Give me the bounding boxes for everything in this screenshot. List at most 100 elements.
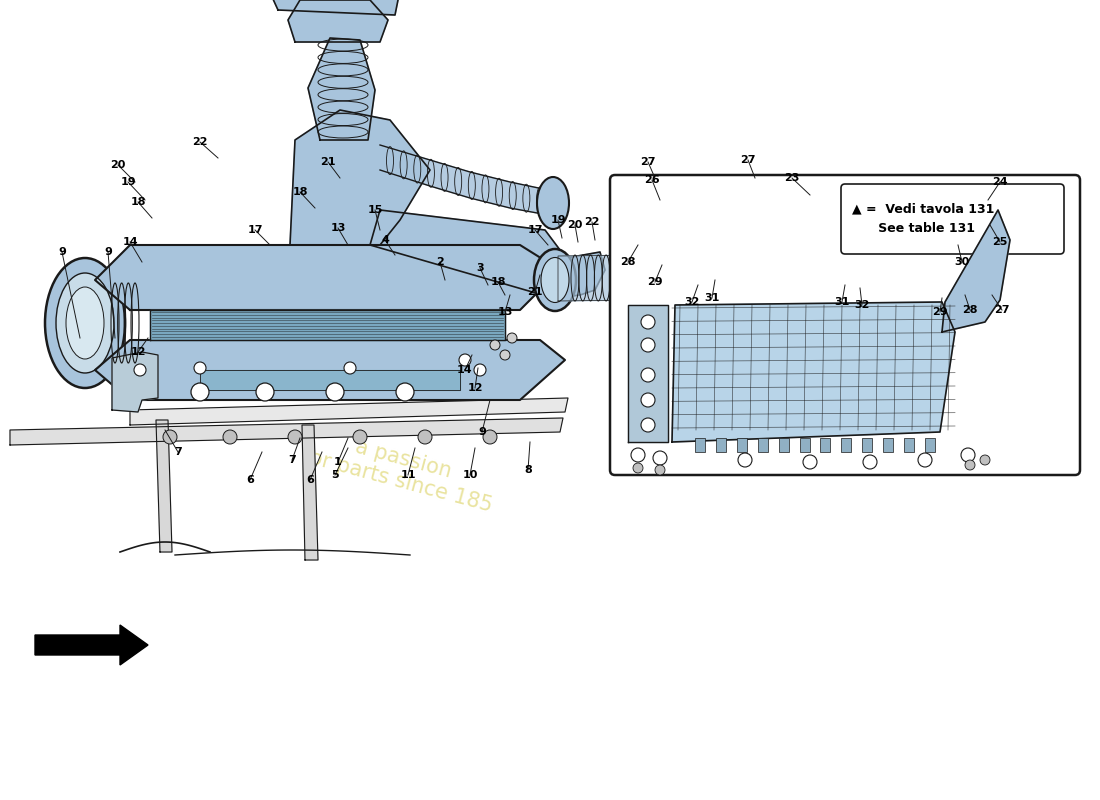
Text: 19: 19 — [550, 215, 565, 225]
Ellipse shape — [66, 287, 104, 359]
Bar — [821, 438, 830, 452]
Text: 4: 4 — [381, 235, 389, 245]
Circle shape — [134, 364, 146, 376]
Text: 17: 17 — [248, 225, 263, 235]
Circle shape — [864, 455, 877, 469]
Text: 19: 19 — [120, 177, 135, 187]
Bar — [758, 438, 768, 452]
Text: 14: 14 — [122, 237, 138, 247]
Text: 7: 7 — [174, 447, 182, 457]
Polygon shape — [308, 38, 375, 140]
Text: 18: 18 — [491, 277, 506, 287]
Polygon shape — [290, 110, 430, 245]
Text: 31: 31 — [704, 293, 719, 303]
Text: 13: 13 — [497, 307, 513, 317]
Text: 15: 15 — [367, 205, 383, 215]
Text: EPC: EPC — [660, 299, 839, 381]
Text: 17: 17 — [527, 225, 542, 235]
Polygon shape — [558, 255, 648, 301]
Circle shape — [631, 448, 645, 462]
Polygon shape — [112, 352, 158, 412]
Bar — [842, 438, 851, 452]
Circle shape — [641, 418, 654, 432]
Circle shape — [641, 315, 654, 329]
Circle shape — [418, 430, 432, 444]
Polygon shape — [95, 245, 560, 310]
Circle shape — [500, 350, 510, 360]
Text: 27: 27 — [994, 305, 1010, 315]
Circle shape — [980, 455, 990, 465]
Circle shape — [918, 453, 932, 467]
Text: 26: 26 — [645, 175, 660, 185]
Text: 30: 30 — [955, 257, 969, 267]
Text: 7: 7 — [288, 455, 296, 465]
Text: EPC: EPC — [261, 286, 499, 394]
Ellipse shape — [534, 249, 576, 311]
Bar — [779, 438, 789, 452]
Ellipse shape — [56, 273, 114, 373]
Ellipse shape — [629, 249, 667, 307]
Text: 29: 29 — [647, 277, 663, 287]
Polygon shape — [790, 242, 843, 288]
Polygon shape — [370, 210, 575, 300]
Ellipse shape — [825, 237, 861, 293]
Text: ▲ =  Vedi tavola 131: ▲ = Vedi tavola 131 — [852, 202, 994, 215]
Text: 21: 21 — [320, 157, 336, 167]
Text: 25: 25 — [992, 237, 1008, 247]
Bar — [862, 438, 872, 452]
Text: 9: 9 — [478, 427, 486, 437]
Ellipse shape — [636, 258, 660, 298]
Polygon shape — [540, 252, 605, 300]
Circle shape — [961, 448, 975, 462]
Polygon shape — [942, 210, 1010, 332]
Circle shape — [641, 368, 654, 382]
Text: 13: 13 — [330, 223, 345, 233]
Circle shape — [654, 465, 666, 475]
Text: 18: 18 — [293, 187, 308, 197]
Text: See table 131: See table 131 — [852, 222, 975, 235]
Circle shape — [223, 430, 236, 444]
Text: 27: 27 — [740, 155, 756, 165]
Circle shape — [483, 430, 497, 444]
Text: 12: 12 — [130, 347, 145, 357]
Text: 9: 9 — [58, 247, 66, 257]
Polygon shape — [379, 145, 548, 215]
Ellipse shape — [879, 204, 952, 312]
FancyBboxPatch shape — [842, 184, 1064, 254]
Circle shape — [803, 455, 817, 469]
Bar — [883, 438, 893, 452]
Polygon shape — [302, 425, 318, 560]
Text: 23: 23 — [784, 173, 800, 183]
Text: 29: 29 — [932, 307, 948, 317]
Circle shape — [194, 362, 206, 374]
Polygon shape — [288, 0, 388, 42]
Text: 10: 10 — [462, 470, 477, 480]
Ellipse shape — [889, 219, 940, 297]
Circle shape — [965, 460, 975, 470]
Circle shape — [632, 463, 644, 473]
Polygon shape — [156, 420, 172, 552]
Bar — [925, 438, 935, 452]
Circle shape — [163, 430, 177, 444]
Polygon shape — [95, 340, 565, 400]
Text: 8: 8 — [524, 465, 532, 475]
Polygon shape — [648, 242, 755, 302]
Circle shape — [326, 383, 344, 401]
Circle shape — [191, 383, 209, 401]
Circle shape — [490, 340, 500, 350]
Text: 3: 3 — [476, 263, 484, 273]
Text: 18: 18 — [130, 197, 145, 207]
Polygon shape — [200, 370, 460, 390]
Text: 20: 20 — [568, 220, 583, 230]
Circle shape — [288, 430, 302, 444]
Text: 20: 20 — [110, 160, 125, 170]
Text: 32: 32 — [855, 300, 870, 310]
Bar — [904, 438, 914, 452]
Text: 22: 22 — [584, 217, 600, 227]
Circle shape — [256, 383, 274, 401]
Ellipse shape — [541, 258, 569, 302]
Text: 27: 27 — [640, 157, 656, 167]
Bar — [800, 438, 810, 452]
Text: 6: 6 — [246, 475, 254, 485]
Text: 2: 2 — [436, 257, 444, 267]
